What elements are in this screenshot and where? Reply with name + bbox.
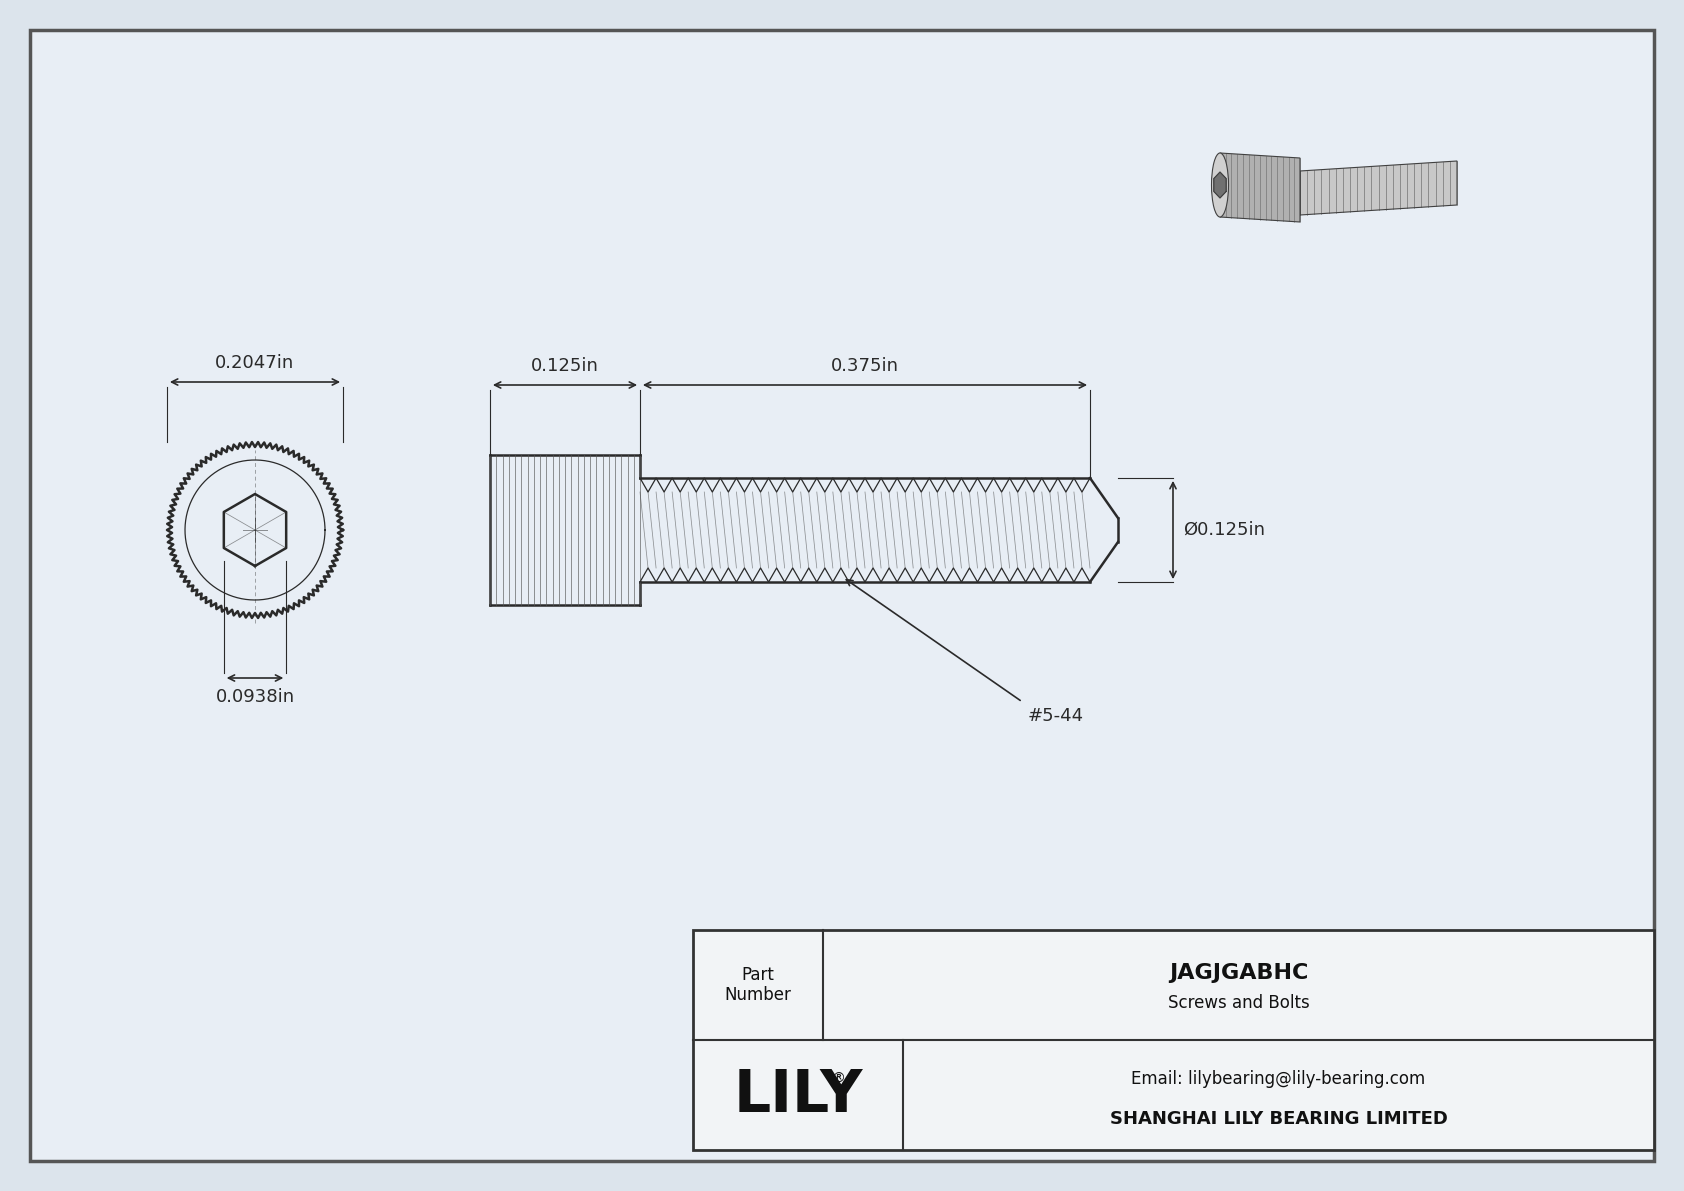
Bar [694, 930, 1654, 1151]
Polygon shape [1300, 161, 1457, 216]
Polygon shape [1219, 152, 1300, 222]
Text: 0.125in: 0.125in [530, 357, 600, 375]
Bar [694, 930, 1654, 1151]
Text: Ø0.125in: Ø0.125in [1182, 520, 1265, 540]
Text: 0.2047in: 0.2047in [216, 354, 295, 372]
Text: LILY: LILY [733, 1066, 862, 1123]
Text: #5-44: #5-44 [1027, 707, 1083, 725]
Polygon shape [1214, 172, 1226, 198]
Text: SHANGHAI LILY BEARING LIMITED: SHANGHAI LILY BEARING LIMITED [1110, 1110, 1448, 1128]
Text: JAGJGABHC: JAGJGABHC [1169, 964, 1308, 983]
Text: 0.0938in: 0.0938in [216, 688, 295, 706]
Text: Part
Number: Part Number [724, 966, 791, 1004]
Text: Email: lilybearing@lily-bearing.com: Email: lilybearing@lily-bearing.com [1132, 1070, 1426, 1087]
Ellipse shape [1211, 152, 1229, 217]
Text: Screws and Bolts: Screws and Bolts [1167, 994, 1310, 1012]
Text: ®: ® [832, 1072, 845, 1086]
Text: 0.375in: 0.375in [830, 357, 899, 375]
